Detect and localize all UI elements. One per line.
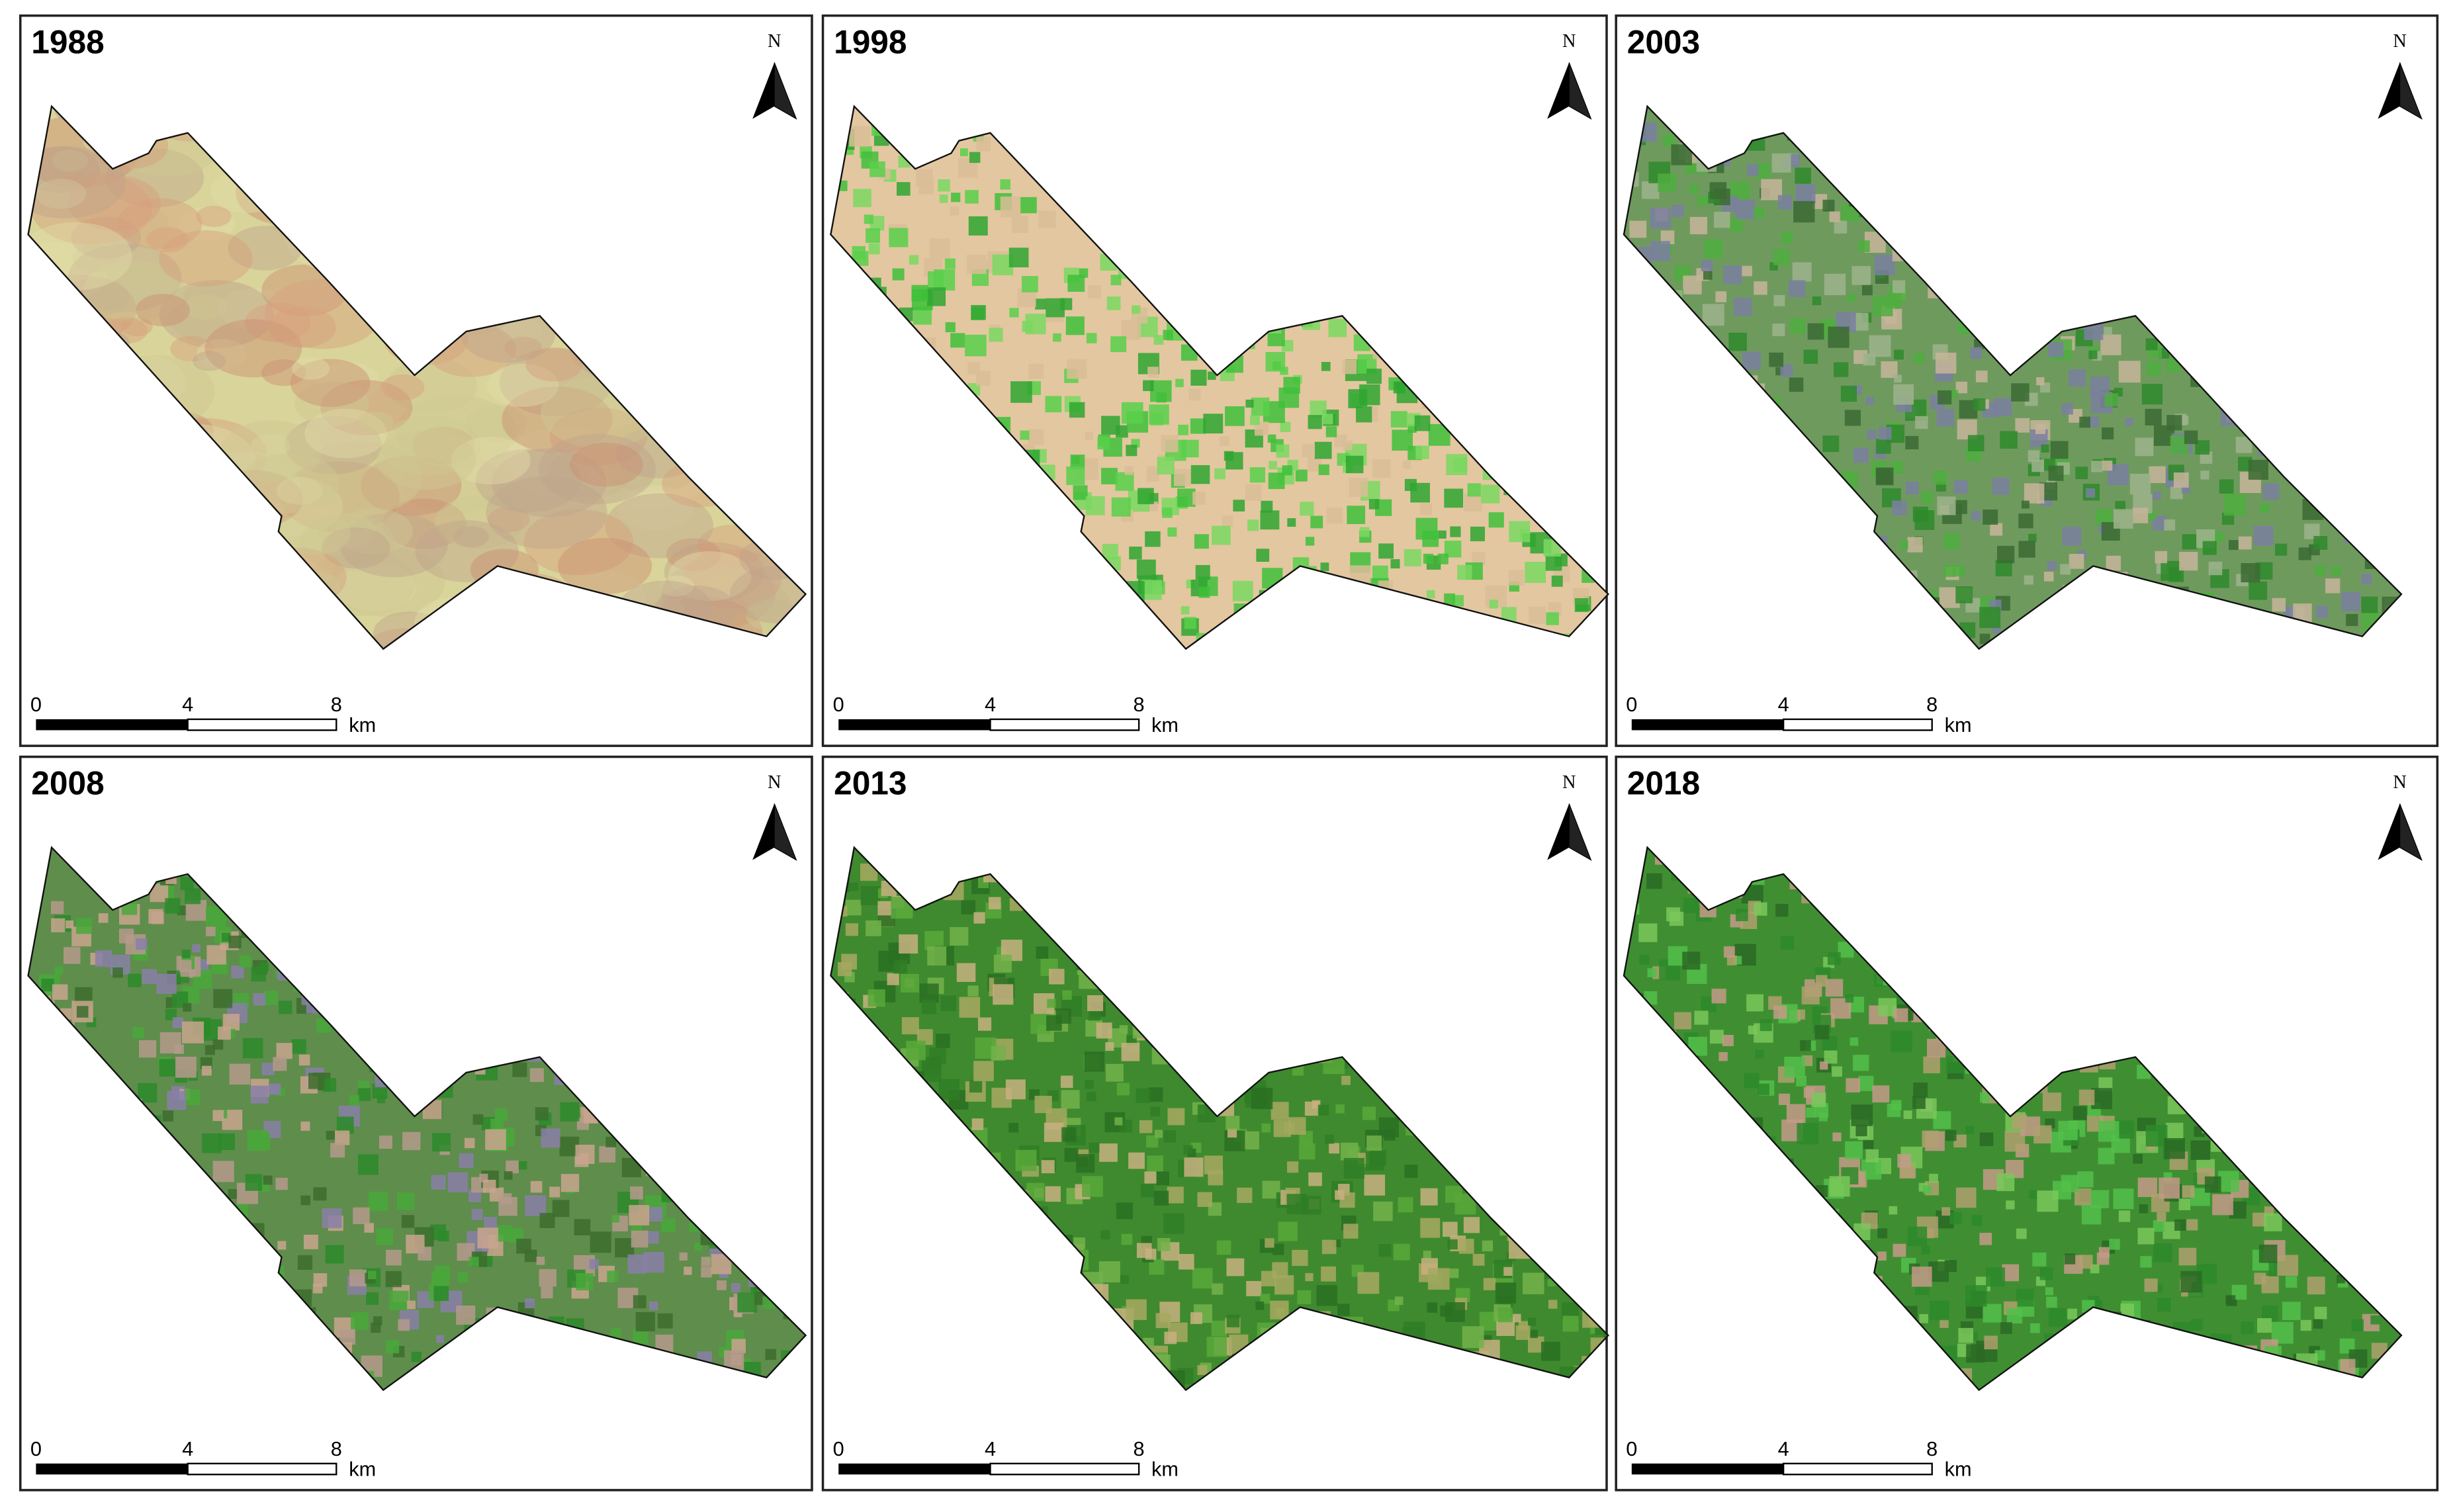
north-arrow xyxy=(1568,62,1592,120)
map-panel: 1988 N 0 4 8 km xyxy=(19,14,813,747)
map-panel: 2008 N 0 4 8 km xyxy=(19,755,813,1491)
north-label: N xyxy=(2393,772,2406,793)
north-arrow xyxy=(774,62,797,120)
scale-label: 4 xyxy=(182,693,193,716)
scale-bar xyxy=(36,719,188,731)
study-area xyxy=(830,847,1609,1390)
scale-label: 8 xyxy=(331,693,342,716)
scale-label: 0 xyxy=(30,693,42,716)
scale-unit: km xyxy=(1945,713,1972,736)
scale-bar xyxy=(187,1462,337,1476)
scale-bar xyxy=(36,1463,188,1475)
north-arrow xyxy=(1568,803,1592,861)
study-boundary xyxy=(27,846,807,1392)
scale-unit: km xyxy=(349,1458,376,1481)
panel-year: 2003 xyxy=(1627,23,1700,60)
scale-label: 4 xyxy=(985,693,996,716)
scale-label: 4 xyxy=(1778,1437,1789,1460)
scale-label: 0 xyxy=(833,1437,844,1460)
scale-label: 4 xyxy=(182,1437,193,1460)
scale-unit: km xyxy=(1151,1458,1179,1481)
scale-bar xyxy=(187,718,337,731)
scale-unit: km xyxy=(349,713,376,736)
north-arrow xyxy=(1547,62,1570,119)
panel-year: 2013 xyxy=(834,764,907,801)
north-arrow xyxy=(2378,803,2400,860)
study-area xyxy=(1623,106,2401,649)
scale-label: 0 xyxy=(833,693,844,716)
scale-bar xyxy=(838,1463,991,1475)
scale-label: 8 xyxy=(331,1437,342,1460)
north-label: N xyxy=(1562,31,1576,52)
scale-label: 8 xyxy=(1134,693,1145,716)
scale-label: 8 xyxy=(1134,1437,1145,1460)
scale-bar xyxy=(1631,719,1784,731)
north-label: N xyxy=(2393,31,2406,52)
scale-label: 8 xyxy=(1926,693,1938,716)
scale-unit: km xyxy=(1151,713,1179,736)
study-area xyxy=(28,106,806,649)
scale-unit: km xyxy=(1945,1458,1972,1481)
scale-label: 4 xyxy=(985,1437,996,1460)
north-arrow xyxy=(2399,803,2423,861)
scale-bar xyxy=(989,1462,1140,1476)
scale-bar xyxy=(1631,1463,1784,1475)
panel-year: 1988 xyxy=(31,23,104,60)
north-arrow xyxy=(2399,62,2423,120)
panel-year: 1998 xyxy=(834,23,907,60)
north-arrow xyxy=(1547,803,1570,860)
scale-bar xyxy=(989,718,1140,731)
scale-bar xyxy=(1782,718,1933,731)
map-panel: 1998 N 0 4 8 km xyxy=(821,14,1609,747)
scale-label: 0 xyxy=(1626,693,1637,716)
north-label: N xyxy=(1562,772,1576,793)
scale-label: 4 xyxy=(1778,693,1789,716)
study-boundary xyxy=(830,105,1609,650)
study-boundary xyxy=(1623,105,2403,650)
study-boundary xyxy=(830,846,1609,1392)
scale-label: 0 xyxy=(1626,1437,1637,1460)
north-label: N xyxy=(768,772,781,793)
scale-bar xyxy=(1782,1462,1933,1476)
scale-label: 8 xyxy=(1926,1437,1938,1460)
scale-bar xyxy=(838,719,991,731)
north-label: N xyxy=(768,31,781,52)
map-panel: 2013 N 0 4 8 km xyxy=(821,755,1609,1491)
scale-label: 0 xyxy=(30,1437,42,1460)
study-area xyxy=(830,106,1609,649)
map-panel: 2018 N 0 4 8 km xyxy=(1615,755,2439,1491)
panel-year: 2018 xyxy=(1627,764,1700,801)
panel-year: 2008 xyxy=(31,764,104,801)
map-panel: 2003 N 0 4 8 km xyxy=(1615,14,2439,747)
study-boundary xyxy=(27,105,807,650)
study-area xyxy=(28,847,806,1390)
study-boundary xyxy=(1623,846,2403,1392)
north-arrow xyxy=(752,803,775,860)
north-arrow xyxy=(774,803,797,861)
